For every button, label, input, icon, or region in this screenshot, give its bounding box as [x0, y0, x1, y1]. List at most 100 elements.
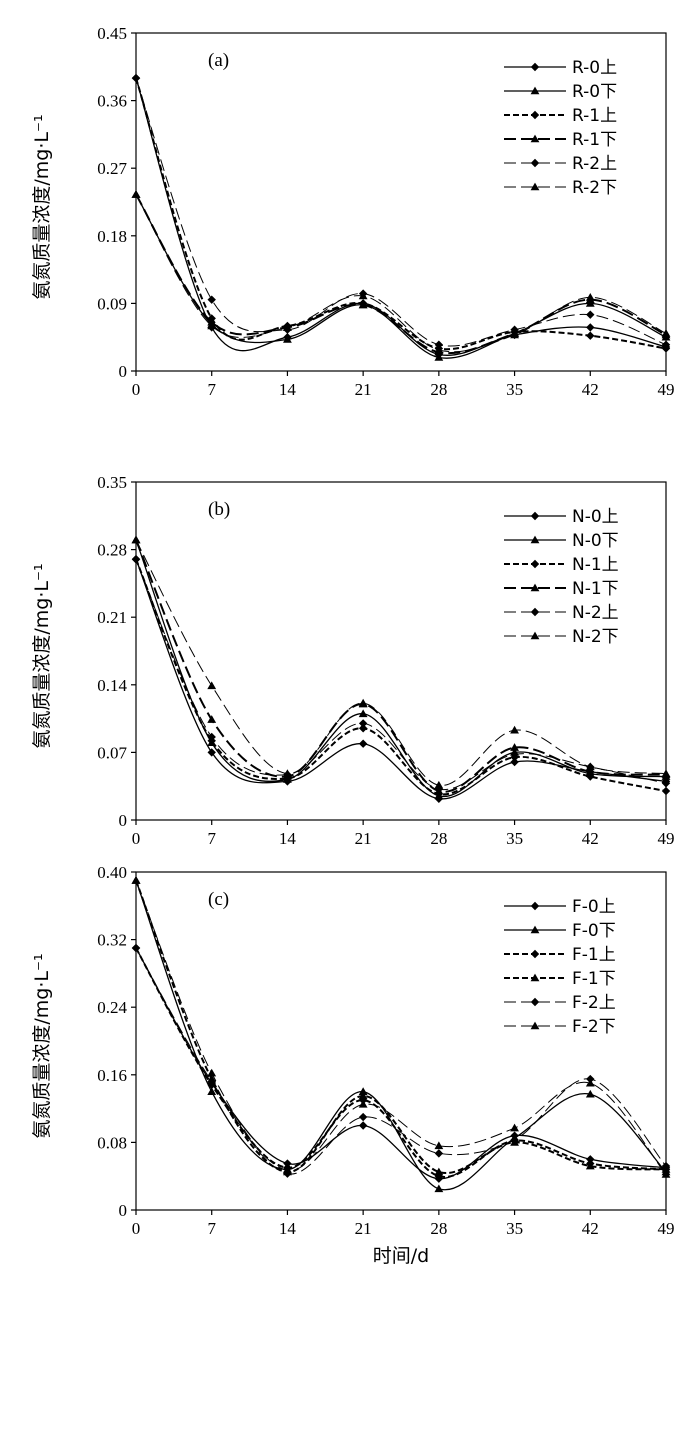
data-point	[131, 876, 141, 884]
legend-entry: R-0上	[572, 58, 617, 78]
y-tick-label: 0.32	[97, 931, 127, 950]
y-axis-label: 氨氮质量浓度/mg·L⁻¹	[31, 563, 53, 748]
data-point	[358, 719, 368, 728]
series-5	[131, 943, 671, 1178]
x-tick-label: 7	[207, 1219, 216, 1238]
x-tick-label: 42	[582, 380, 599, 399]
data-point	[207, 681, 217, 690]
legend-marker	[530, 158, 540, 168]
x-tick-label: 0	[132, 380, 141, 399]
y-tick-label: 0.27	[97, 159, 127, 178]
data-point	[586, 331, 595, 340]
plot-frame	[135, 481, 667, 821]
legend-entry: R-0下	[572, 82, 617, 102]
data-point	[434, 1167, 444, 1176]
x-tick-label: 35	[506, 829, 523, 848]
x-tick-label: 28	[430, 380, 447, 399]
series-line	[135, 77, 667, 347]
data-point	[131, 555, 141, 564]
series-line	[135, 558, 667, 796]
y-tick-label: 0.16	[97, 1066, 127, 1085]
data-point	[358, 739, 368, 748]
legend-entry: N-1下	[572, 579, 619, 599]
data-point	[358, 1099, 368, 1108]
data-point	[131, 535, 141, 544]
series-6	[131, 535, 671, 789]
data-point	[358, 300, 368, 309]
chart-panel-2: 0 0.07 0.14 0.21 0.28 0.35 0 7 14 21 28 35 42 49 氨氮质量浓…	[31, 473, 675, 848]
legend-entry: N-0上	[572, 507, 619, 527]
data-point	[585, 1078, 595, 1087]
legend-entry: F-0上	[572, 897, 616, 917]
data-point	[661, 1170, 671, 1178]
series-line	[135, 77, 667, 356]
data-point	[358, 1091, 368, 1100]
series-line	[135, 559, 667, 800]
legend-marker	[530, 62, 540, 72]
x-tick-label: 49	[658, 829, 675, 848]
series-line	[135, 193, 667, 355]
data-point	[434, 353, 444, 361]
data-point	[358, 291, 368, 300]
x-tick-label: 21	[355, 380, 372, 399]
y-axis-label: 氨氮质量浓度/mg·L⁻¹	[31, 114, 53, 299]
x-tick-label: 7	[207, 380, 216, 399]
legend-marker	[530, 110, 540, 120]
x-tick-label: 42	[582, 1219, 599, 1238]
data-point	[131, 73, 141, 83]
data-point	[283, 769, 292, 777]
y-tick-label: 0.14	[97, 676, 127, 695]
data-point	[510, 330, 519, 339]
data-point	[661, 340, 671, 349]
legend-marker	[530, 949, 540, 959]
y-tick-label: 0.40	[97, 863, 127, 882]
legend-marker	[530, 559, 540, 569]
legend: R-0上 R-0下 R-1上 R-1下 R-2上 R-2下	[504, 58, 617, 198]
data-point	[283, 1159, 292, 1168]
legend-marker	[530, 182, 540, 191]
data-point	[131, 943, 141, 953]
panel-label: (a)	[208, 50, 229, 71]
data-point	[434, 345, 444, 354]
legend-entry: F-2上	[572, 993, 616, 1013]
data-point	[358, 1112, 368, 1122]
legend-entry: F-1上	[572, 945, 616, 965]
y-tick-label: 0.45	[97, 24, 127, 43]
legend-marker	[530, 631, 540, 640]
data-point	[207, 1077, 216, 1086]
data-point	[283, 1165, 292, 1174]
legend-marker	[530, 1021, 540, 1030]
data-point	[358, 709, 368, 718]
data-point	[585, 767, 595, 776]
legend-marker	[530, 973, 540, 982]
series-6	[131, 876, 671, 1178]
data-point	[510, 325, 519, 334]
legend-entry: R-2上	[572, 154, 617, 174]
legend-marker	[530, 607, 540, 617]
panel-label: (c)	[208, 889, 229, 910]
x-tick-label: 14	[279, 1219, 297, 1238]
data-point	[661, 779, 671, 788]
x-tick-label: 0	[132, 1219, 141, 1238]
data-point	[510, 757, 519, 767]
plot-frame	[135, 871, 667, 1211]
data-point	[510, 1123, 519, 1132]
data-point	[207, 295, 216, 304]
legend-marker	[530, 583, 540, 592]
data-point	[358, 1121, 368, 1130]
legend: N-0上 N-0下 N-1上 N-1下 N-2上 N-2下	[504, 507, 619, 647]
legend-entry: R-1下	[572, 130, 617, 150]
y-tick-label: 0	[119, 811, 128, 830]
data-point	[585, 1089, 595, 1098]
chart-panel-1: 0 0.09 0.18 0.27 0.36 0.45 0 7 14 21 28 35 42 49 氨氮质量浓…	[31, 24, 675, 399]
data-point	[586, 1155, 595, 1164]
series-line	[135, 77, 667, 351]
x-tick-label: 42	[582, 829, 599, 848]
y-tick-label: 0.18	[97, 227, 127, 246]
data-point	[510, 750, 519, 759]
series-line	[135, 559, 667, 790]
data-point	[661, 786, 671, 796]
y-tick-label: 0.28	[97, 541, 127, 560]
data-point	[207, 748, 216, 757]
data-point	[283, 323, 292, 331]
